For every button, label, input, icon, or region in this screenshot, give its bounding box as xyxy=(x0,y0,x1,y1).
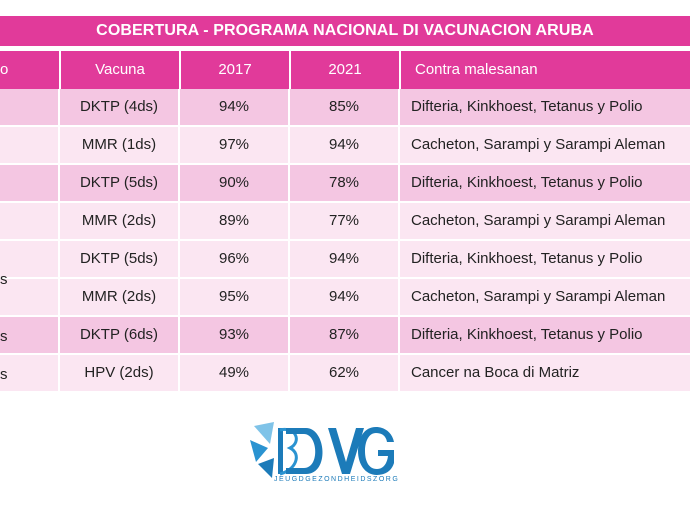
row-divider xyxy=(60,201,690,203)
header-vacuna: Vacuna xyxy=(59,51,179,89)
cell-vacuna: MMR (1ds) xyxy=(81,136,157,153)
cell-2017: 95% xyxy=(218,288,250,305)
cell-contra-malesanan: Difteria, Kinkhoest, Tetanus y Polio xyxy=(411,326,643,343)
row-divider xyxy=(60,277,690,279)
dvg-logo xyxy=(250,422,394,478)
column-divider xyxy=(398,89,400,393)
cell-2017: 97% xyxy=(218,136,250,153)
row-divider xyxy=(0,239,690,241)
cell-2017: 89% xyxy=(218,212,250,229)
table-row: DKTP (5ds) 90% 78% Difteria, Kinkhoest, Tet… xyxy=(0,165,690,201)
header-2021: 2021 xyxy=(289,51,399,89)
cell-contra-malesanan: Difteria, Kinkhoest, Tetanus y Polio xyxy=(411,250,643,267)
cell-2017: 90% xyxy=(218,174,250,191)
cell-contra-malesanan: Cacheton, Sarampi y Sarampi Aleman xyxy=(411,136,666,153)
header-group: o xyxy=(0,61,9,78)
table-title: COBERTURA - PROGRAMA NACIONAL DI VACUNAC… xyxy=(0,16,690,46)
cell-vacuna: HPV (2ds) xyxy=(84,364,154,381)
row-divider xyxy=(0,315,690,317)
cell-2017: 93% xyxy=(218,326,250,343)
table-row: HPV (2ds) 49% 62% Cancer na Boca di Matriz xyxy=(0,355,690,391)
cell-vacuna: MMR (2ds) xyxy=(81,288,157,305)
table-row: MMR (1ds) 97% 94% Cacheton, Sarampi y Saram… xyxy=(0,127,690,163)
cell-vacuna: DKTP (5ds) xyxy=(79,174,159,191)
table-row: MMR (2ds) 89% 77% Cacheton, Sarampi y Saram… xyxy=(0,203,690,239)
table-row: DKTP (6ds) 93% 87% Difteria, Kinkhoest, Tet… xyxy=(0,317,690,353)
row-divider xyxy=(60,125,690,127)
cell-vacuna: DKTP (6ds) xyxy=(79,326,159,343)
cell-2021: 94% xyxy=(328,250,360,267)
cell-vacuna: DKTP (5ds) xyxy=(79,250,159,267)
column-divider xyxy=(58,89,60,393)
cell-contra-malesanan: Difteria, Kinkhoest, Tetanus y Polio xyxy=(411,174,643,191)
column-divider xyxy=(288,89,290,393)
header-contra-malesanan: Contra malesanan xyxy=(399,51,690,89)
cell-contra-malesanan: Cacheton, Sarampi y Sarampi Aleman xyxy=(411,212,666,229)
table-row: MMR (2ds) 95% 94% Cacheton, Sarampi y Saram… xyxy=(0,279,690,315)
table-row: DKTP (4ds) 94% 85% Difteria, Kinkhoest, Tet… xyxy=(0,89,690,125)
logo-tagline: JEUGDGEZONDHEIDSZORG xyxy=(274,476,400,483)
cell-2017: 49% xyxy=(218,364,250,381)
cell-2021: 85% xyxy=(328,98,360,115)
cell-2021: 77% xyxy=(328,212,360,229)
cell-2017: 94% xyxy=(218,98,250,115)
table-header-row: o Vacuna 2017 2021 Contra malesanan xyxy=(0,51,690,89)
cell-contra-malesanan: Cancer na Boca di Matriz xyxy=(411,364,580,381)
cell-contra-malesanan: Difteria, Kinkhoest, Tetanus y Polio xyxy=(411,98,643,115)
group-label: s xyxy=(0,328,8,345)
cell-2021: 78% xyxy=(328,174,360,191)
cell-2021: 94% xyxy=(328,136,360,153)
group-label: s xyxy=(0,271,8,288)
cell-2021: 87% xyxy=(328,326,360,343)
cell-2021: 94% xyxy=(328,288,360,305)
table-row: DKTP (5ds) 96% 94% Difteria, Kinkhoest, Tet… xyxy=(0,241,690,277)
cell-contra-malesanan: Cacheton, Sarampi y Sarampi Aleman xyxy=(411,288,666,305)
row-divider xyxy=(0,163,690,165)
cell-2017: 96% xyxy=(218,250,250,267)
column-divider xyxy=(178,89,180,393)
row-divider xyxy=(0,353,690,355)
header-2017: 2017 xyxy=(179,51,289,89)
cell-vacuna: DKTP (4ds) xyxy=(79,98,159,115)
group-label: s xyxy=(0,366,8,383)
cell-2021: 62% xyxy=(328,364,360,381)
cell-vacuna: MMR (2ds) xyxy=(81,212,157,229)
